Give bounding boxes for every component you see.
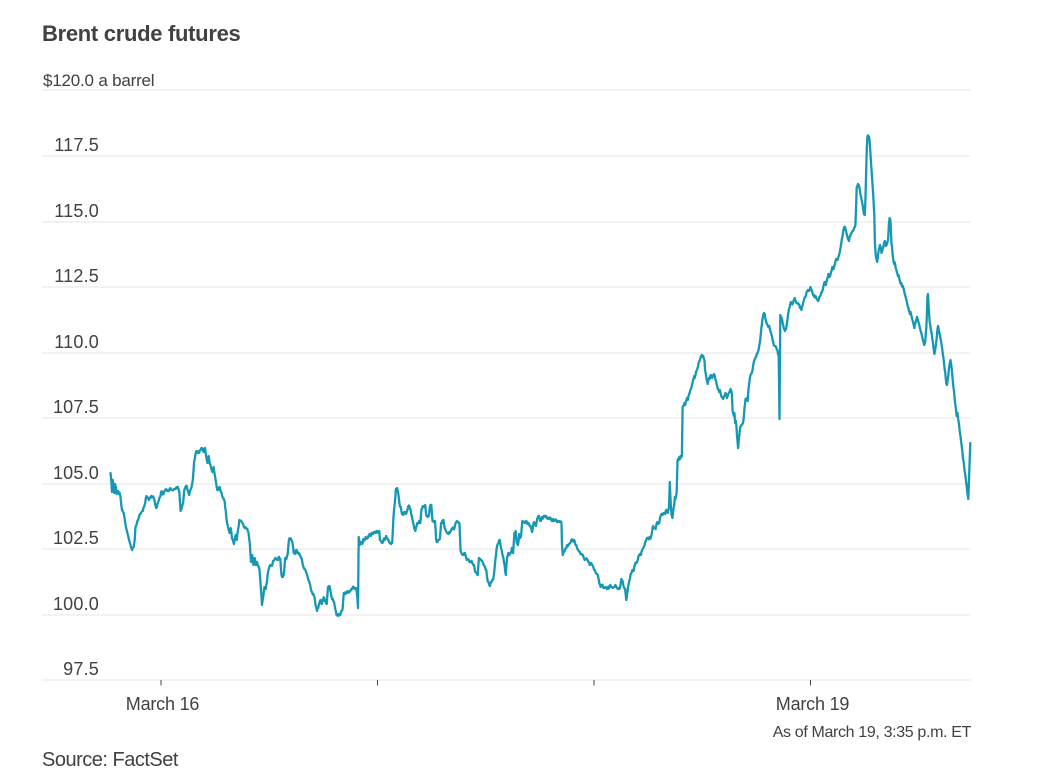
svg-text:Source: FactSet: Source: FactSet [42,749,179,771]
svg-text:105.0: 105.0 [53,463,99,483]
svg-text:$120.0 a barrel: $120.0 a barrel [43,71,154,90]
svg-text:115.0: 115.0 [54,201,99,221]
svg-text:112.5: 112.5 [54,266,99,286]
svg-text:100.0: 100.0 [53,594,99,614]
svg-text:110.0: 110.0 [54,332,99,352]
svg-text:107.5: 107.5 [53,397,99,417]
svg-text:102.5: 102.5 [53,528,99,548]
svg-text:117.5: 117.5 [54,135,99,155]
svg-text:Brent crude futures: Brent crude futures [42,21,241,46]
svg-text:March 19: March 19 [776,694,850,714]
svg-text:97.5: 97.5 [63,659,99,679]
svg-text:As of March 19, 3:35 p.m. ET: As of March 19, 3:35 p.m. ET [773,724,972,741]
svg-text:March 16: March 16 [126,694,200,714]
